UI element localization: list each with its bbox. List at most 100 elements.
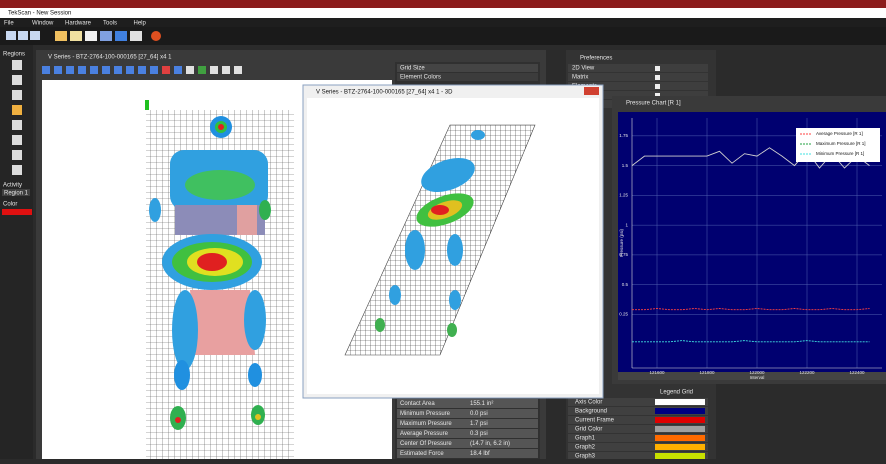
pref-color-row — [568, 398, 708, 406]
menu-bar — [0, 18, 886, 27]
menu-item[interactable]: Window — [32, 21, 54, 27]
chart-title: Pressure Chart [R 1] — [626, 101, 681, 107]
y-tick-label: 1.25 — [619, 193, 628, 198]
stats-value: (14.7 in, 6.2 in) — [470, 441, 510, 447]
pref-color-row — [568, 407, 708, 415]
legend-label: Maximum Pressure [R 1] — [816, 141, 866, 146]
pref-item: Matrix — [572, 75, 588, 81]
y-tick-label: 1.75 — [619, 133, 628, 138]
toolbar — [0, 27, 886, 45]
stats-row — [397, 409, 538, 418]
pref-check[interactable] — [655, 66, 660, 71]
y-axis-label: Pressure (psi) — [619, 229, 624, 258]
y-tick-label: 1 — [625, 222, 628, 227]
y-tick-label: 1.5 — [622, 163, 629, 168]
stats-row — [397, 419, 538, 428]
toolbar-buttons — [6, 31, 161, 41]
stats-value: 0.0 psi — [470, 411, 488, 417]
stats-label: Minimum Pressure — [400, 411, 451, 417]
pref-check[interactable] — [655, 84, 660, 89]
preferences-title: Preferences — [580, 56, 612, 62]
pref-item: 2D View — [572, 66, 595, 72]
region-select[interactable] — [2, 189, 30, 196]
app-titlebar — [0, 8, 886, 18]
stats-label: Maximum Pressure — [400, 421, 452, 427]
pref-row — [568, 91, 708, 99]
side-row-label: Grid Size — [400, 66, 425, 72]
pref-color-label: Grid Color — [575, 427, 602, 433]
x-tick-label: 121800 — [699, 370, 715, 375]
pref-color-row — [568, 425, 708, 433]
sensor-toolbar — [42, 66, 242, 74]
pressure-map — [145, 100, 294, 459]
y-tick-label: 0.25 — [619, 312, 628, 317]
pref-color-label: Axis Color — [575, 400, 602, 406]
series-line — [632, 308, 870, 311]
pref-color-label: Graph3 — [575, 454, 596, 459]
menu-item[interactable]: File — [4, 21, 14, 27]
app-title: TekScan - New Session — [8, 11, 71, 17]
pref-color-swatch[interactable] — [655, 417, 705, 423]
region-name: Region 1 — [4, 191, 29, 197]
x-tick-label: 122400 — [849, 370, 865, 375]
stats-label: Contact Area — [400, 401, 435, 407]
stats-row — [397, 449, 538, 458]
pref-color-row — [568, 443, 708, 451]
stats-label: Estimated Force — [400, 451, 444, 457]
series-line — [632, 340, 870, 343]
pref-check[interactable] — [655, 93, 660, 98]
view3d-surface — [344, 124, 536, 356]
x-tick-label: 122200 — [799, 370, 815, 375]
stats-value: 1.7 psi — [470, 421, 488, 427]
stats-value: 0.3 psi — [470, 431, 488, 437]
x-axis-label: Interval — [750, 375, 765, 380]
legend-label: Minimum Pressure [R 1] — [816, 151, 864, 156]
pref-color-swatch[interactable] — [655, 399, 705, 405]
legend-label: Legend Grid — [660, 390, 693, 396]
pref-color-swatch[interactable] — [655, 444, 705, 450]
menu-item[interactable]: Hardware — [65, 21, 92, 27]
view3d-title: V Series - BTZ-2764-100-000165 [27_64] x… — [316, 90, 453, 96]
pref-color-label: Graph2 — [575, 445, 596, 451]
activity-label: Activity — [3, 183, 22, 189]
legend-label: Average Pressure [R 1] — [816, 131, 863, 136]
pref-check[interactable] — [655, 75, 660, 80]
close-button[interactable] — [584, 87, 599, 95]
side-row — [397, 73, 538, 81]
pref-color-label: Current Frame — [575, 418, 615, 424]
window-titlebar — [0, 0, 886, 8]
pref-color-label: Graph1 — [575, 436, 596, 442]
x-tick-label: 122000 — [749, 370, 765, 375]
side-row — [397, 64, 538, 72]
pref-color-row — [568, 452, 708, 460]
x-tick-label: 121600 — [649, 370, 665, 375]
region-tools — [12, 60, 22, 175]
menu-item[interactable]: Tools — [103, 21, 117, 27]
region-color[interactable] — [2, 209, 32, 215]
pref-color-swatch[interactable] — [655, 426, 705, 432]
pref-row — [568, 64, 708, 72]
stats-row — [397, 429, 538, 438]
stats-label: Center Of Pressure — [400, 441, 452, 447]
stats-row — [397, 439, 538, 448]
stats-value: 18.4 lbf — [470, 451, 490, 457]
stats-value: 155.1 in² — [470, 401, 493, 407]
pref-color-swatch[interactable] — [655, 435, 705, 441]
pref-row — [568, 82, 708, 90]
y-tick-label: 0.75 — [619, 252, 628, 257]
pref-color-row — [568, 416, 708, 424]
pref-color-row — [568, 434, 708, 442]
color-label: Color — [3, 202, 17, 208]
y-tick-label: 0.5 — [622, 282, 629, 287]
pref-color-swatch[interactable] — [655, 408, 705, 414]
pref-color-label: Background — [575, 409, 607, 415]
side-row-label: Element Colors — [400, 75, 441, 81]
sensor-window-title: V Series - BTZ-2764-100-000165 [27_64] x… — [48, 55, 172, 61]
pref-color-swatch[interactable] — [655, 453, 705, 459]
scrollbar[interactable] — [618, 372, 886, 380]
menu-item[interactable]: Help — [134, 21, 147, 27]
regions-label: Regions — [3, 52, 25, 58]
stats-row — [397, 399, 538, 408]
pref-row — [568, 73, 708, 81]
